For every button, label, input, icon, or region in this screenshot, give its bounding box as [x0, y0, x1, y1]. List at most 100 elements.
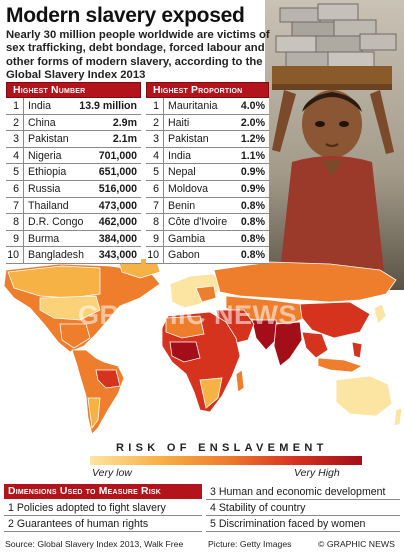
table-row: 4 India 1.1% [146, 147, 269, 165]
copyright: © GRAPHIC NEWS [318, 539, 395, 549]
value-cell: 651,000 [98, 166, 137, 179]
value-cell: 1.1% [240, 149, 265, 162]
rank-cell: 2 [146, 114, 164, 131]
rank-cell: 1 [6, 98, 24, 114]
rank-cell: 3 [6, 131, 24, 147]
dimension-item: 4 Stability of country [206, 501, 400, 516]
rank-cell: 9 [6, 230, 24, 247]
watermark: GRAPHIC NEWS [78, 300, 298, 330]
legend-color-scale [90, 456, 362, 465]
dimensions-heading: Dimensions Used to Measure Risk [4, 484, 202, 499]
value-cell: 1.2% [240, 133, 265, 146]
country-cell: China [28, 116, 56, 129]
value-cell: 0.9% [240, 182, 265, 195]
country-cell: Pakistan [168, 133, 209, 146]
country-cell: Côte d'Ivoire [168, 216, 228, 229]
table-row: 7 Benin 0.8% [146, 197, 269, 215]
page-title: Modern slavery exposed [6, 4, 245, 27]
country-cell: Haiti [168, 116, 190, 129]
country-cell: Burma [28, 232, 60, 245]
highest-proportion-table: Highest Proportion 1 Mauritania 4.0% 2 Haiti… [146, 82, 269, 264]
legend-low-label: Very low [92, 467, 132, 479]
country-cell: Thailand [28, 199, 69, 212]
table-row: 2 China 2.9m [6, 114, 141, 132]
table-row: 6 Moldova 0.9% [146, 180, 269, 198]
table-row: 3 Pakistan 1.2% [146, 131, 269, 148]
value-cell: 701,000 [98, 149, 137, 162]
country-cell: D.R. Congo [28, 216, 84, 229]
value-cell: 0.8% [240, 199, 265, 212]
country-cell: India [28, 100, 51, 112]
legend-high-label: Very High [294, 467, 340, 479]
rank-cell: 5 [6, 164, 24, 180]
country-cell: Russia [28, 182, 61, 195]
country-cell: Nigeria [28, 149, 62, 162]
table-row: 1 India 13.9 million [6, 98, 141, 115]
value-cell: 0.8% [240, 216, 265, 229]
rank-cell: 10 [146, 247, 164, 263]
country-cell: Gabon [168, 249, 200, 262]
dimension-item: 2 Guarantees of human rights [4, 517, 202, 532]
table-row: 2 Haiti 2.0% [146, 114, 269, 132]
value-cell: 516,000 [98, 182, 137, 195]
table-row: 9 Gambia 0.8% [146, 230, 269, 248]
rank-cell: 2 [6, 114, 24, 131]
rank-cell: 5 [146, 164, 164, 180]
country-cell: Ethiopia [28, 166, 67, 179]
legend-title: RISK OF ENSLAVEMENT [116, 442, 328, 454]
country-cell: Gambia [168, 232, 206, 245]
country-cell: Benin [168, 199, 196, 212]
table-row: 7 Thailand 473,000 [6, 197, 141, 215]
rank-cell: 1 [146, 98, 164, 114]
rank-cell: 4 [6, 147, 24, 164]
value-cell: 473,000 [98, 199, 137, 212]
table-row: 8 D.R. Congo 462,000 [6, 214, 141, 231]
rank-cell: 7 [146, 197, 164, 214]
value-cell: 2.0% [240, 116, 265, 129]
table-row: 4 Nigeria 701,000 [6, 147, 141, 165]
value-cell: 0.8% [240, 232, 265, 245]
rank-cell: 8 [6, 214, 24, 230]
value-cell: 343,000 [98, 249, 137, 262]
table-row: 9 Burma 384,000 [6, 230, 141, 248]
value-cell: 462,000 [98, 216, 137, 229]
rank-cell: 10 [6, 247, 24, 263]
highest-number-heading: Highest Number [6, 82, 141, 98]
dimension-item: 3 Human and economic development [206, 485, 400, 500]
value-cell: 0.9% [240, 166, 265, 179]
rank-cell: 7 [6, 197, 24, 214]
rank-cell: 6 [146, 180, 164, 197]
country-cell: Bangladesh [28, 249, 84, 262]
source-credit: Source: Global Slavery Index 2013, Walk … [5, 539, 184, 549]
page-subtitle: Nearly 30 million people worldwide are v… [6, 29, 270, 82]
value-cell: 384,000 [98, 232, 137, 245]
table-row: 5 Nepal 0.9% [146, 164, 269, 181]
country-cell: Pakistan [28, 133, 69, 146]
country-cell: India [168, 149, 191, 162]
picture-credit: Picture: Getty Images [208, 539, 292, 549]
rank-cell: 6 [6, 180, 24, 197]
country-cell: Mauritania [168, 100, 218, 112]
table-row: 8 Côte d'Ivoire 0.8% [146, 214, 269, 231]
table-row: 10 Gabon 0.8% [146, 247, 269, 264]
table-row: 10 Bangladesh 343,000 [6, 247, 141, 264]
table-row: 3 Pakistan 2.1m [6, 131, 141, 148]
country-cell: Moldova [168, 182, 209, 195]
rank-cell: 4 [146, 147, 164, 164]
table-row: 1 Mauritania 4.0% [146, 98, 269, 115]
table-row: 6 Russia 516,000 [6, 180, 141, 198]
dimension-item: 5 Discrimination faced by women [206, 517, 400, 532]
child-photo [262, 0, 404, 290]
highest-proportion-heading: Highest Proportion [146, 82, 269, 98]
rank-cell: 3 [146, 131, 164, 147]
value-cell: 0.8% [240, 249, 265, 262]
value-cell: 4.0% [240, 100, 265, 112]
table-row: 5 Ethiopia 651,000 [6, 164, 141, 181]
rank-cell: 9 [146, 230, 164, 247]
highest-number-table: Highest Number 1 India 13.9 million 2 China 2… [6, 82, 141, 264]
value-cell: 13.9 million [79, 100, 137, 112]
world-map [3, 258, 403, 435]
country-cell: Nepal [168, 166, 196, 179]
rank-cell: 8 [146, 214, 164, 230]
